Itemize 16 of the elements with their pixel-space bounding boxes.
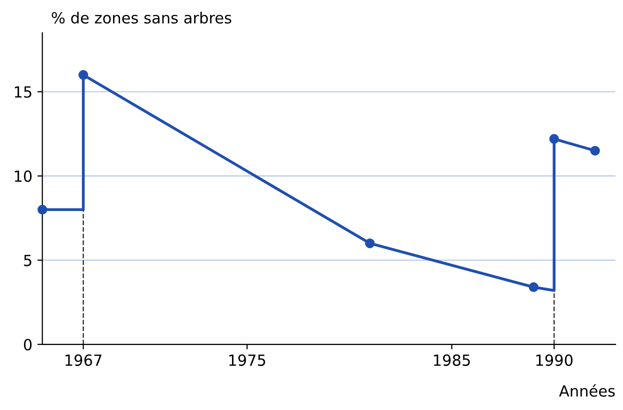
y-axis-title: % de zones sans arbres [52, 12, 232, 24]
x-tick-label: 1990 [536, 354, 573, 366]
x-axis-title: Années [559, 384, 615, 397]
point [549, 134, 559, 144]
point [38, 204, 48, 215]
x-tick-label: 1967 [66, 354, 102, 366]
point [78, 70, 88, 80]
y-tick-label: 10 [14, 170, 32, 182]
y-tick-label: 5 [24, 254, 32, 266]
point [528, 282, 539, 292]
y-tick-label: 0 [24, 338, 32, 350]
point [590, 146, 600, 156]
x-tick-label: 1975 [229, 354, 266, 366]
x-tick-label: 1985 [434, 354, 470, 366]
y-tick-label: 15 [14, 86, 32, 98]
point [365, 238, 375, 248]
